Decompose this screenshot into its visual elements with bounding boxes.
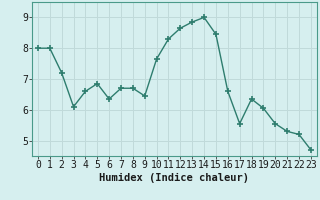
X-axis label: Humidex (Indice chaleur): Humidex (Indice chaleur) xyxy=(100,173,249,183)
